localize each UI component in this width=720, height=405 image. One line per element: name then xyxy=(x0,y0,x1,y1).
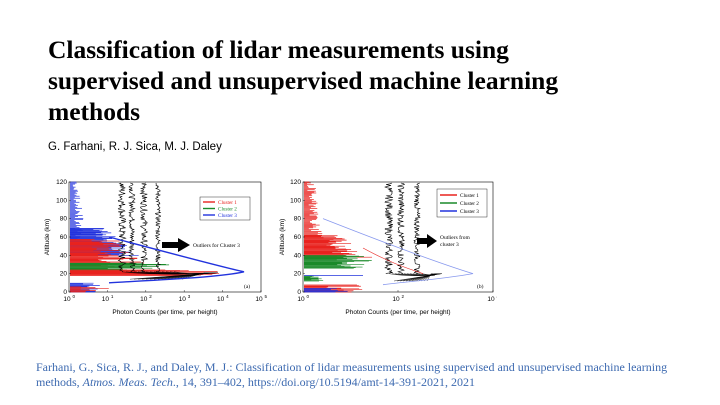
figure-b-ylabel: Altitude (km) xyxy=(279,219,286,255)
y-tick-label: 120 xyxy=(56,179,67,186)
figure-a-svg: Outliers for Cluster 3 Cluster 1 Cluster… xyxy=(44,179,268,316)
figure-a-xlabel: Photon Counts (per time, per height) xyxy=(112,309,217,316)
x-tick-exponent: 0 xyxy=(73,294,76,299)
figure-a-annotation: Outliers for Cluster 3 xyxy=(193,242,240,249)
y-tick-label: 20 xyxy=(60,271,68,278)
legend-cluster-2: Cluster 2 xyxy=(218,207,237,213)
x-tick-label: 10 xyxy=(392,296,400,303)
x-tick-exponent: 2 xyxy=(402,294,405,299)
y-tick-label: 80 xyxy=(60,216,68,223)
figure-b-legend: Cluster 1 Cluster 2 Cluster 3 xyxy=(436,188,488,218)
citation: Farhani, G., Sica, R. J., and Daley, M. … xyxy=(36,360,696,390)
y-tick-label: 20 xyxy=(294,271,302,278)
figure-a-panel-label: (a) xyxy=(244,283,250,290)
author-list: G. Farhani, R. J. Sica, M. J. Daley xyxy=(48,141,222,153)
x-tick-exponent: 3 xyxy=(188,294,191,299)
y-tick-label: 100 xyxy=(290,197,301,204)
figure-b-annotation-line1: Outliers from xyxy=(440,234,471,241)
citation-journal: Atmos. Meas. Tech xyxy=(82,375,173,389)
arrow-icon xyxy=(417,234,437,248)
y-tick-label: 0 xyxy=(63,289,67,296)
x-tick-label: 10 xyxy=(255,296,263,303)
y-tick-label: 40 xyxy=(294,252,302,259)
figure-b-svg: Outliers from cluster 3 Cluster 1 Cluste… xyxy=(279,179,498,316)
y-tick-label: 120 xyxy=(290,179,301,186)
x-tick-exponent: 4 xyxy=(226,294,229,299)
figure-a-ylabel: Altitude (km) xyxy=(44,219,51,255)
legend-cluster-3: Cluster 3 xyxy=(218,213,237,219)
slide-title: Classification of lidar measurements usi… xyxy=(48,35,559,126)
legend-cluster-1: Cluster 1 xyxy=(460,193,479,199)
x-tick-exponent: 1 xyxy=(111,294,114,299)
x-tick-exponent: 5 xyxy=(265,294,268,299)
x-tick-label: 10 xyxy=(297,296,305,303)
x-tick-label: 10 xyxy=(179,296,187,303)
x-tick-exponent: 0 xyxy=(307,294,310,299)
legend-cluster-1: Cluster 1 xyxy=(218,200,237,206)
citation-details: ., 14, 391–402, https://doi.org/10.5194/… xyxy=(172,375,475,389)
legend-cluster-2: Cluster 2 xyxy=(460,201,479,207)
y-tick-label: 40 xyxy=(60,252,68,259)
figure-b-xlabel: Photon Counts (per time, per height) xyxy=(345,309,450,316)
y-tick-label: 60 xyxy=(60,234,68,241)
figure-b-panel-label: (b) xyxy=(477,283,484,290)
figure-a-legend: Cluster 1 Cluster 2 Cluster 3 xyxy=(199,196,251,221)
x-tick-label: 10 xyxy=(487,296,495,303)
legend-cluster-3: Cluster 3 xyxy=(460,209,479,215)
x-tick-exponent: 4 xyxy=(497,294,498,299)
y-tick-label: 0 xyxy=(297,289,301,296)
figure-panel-a: Outliers for Cluster 3 Cluster 1 Cluster… xyxy=(40,176,270,318)
citation-text: Farhani, G., Sica, R. J., and Daley, M. … xyxy=(36,360,668,389)
figure-panel-b: Outliers from cluster 3 Cluster 1 Cluste… xyxy=(277,176,497,318)
x-tick-exponent: 2 xyxy=(149,294,152,299)
x-tick-label: 10 xyxy=(140,296,148,303)
arrow-icon xyxy=(162,238,190,252)
y-tick-label: 80 xyxy=(294,216,302,223)
x-tick-label: 10 xyxy=(63,296,71,303)
y-tick-label: 100 xyxy=(56,197,67,204)
x-tick-label: 10 xyxy=(217,296,225,303)
y-tick-label: 60 xyxy=(294,234,302,241)
x-tick-label: 10 xyxy=(102,296,110,303)
figure-b-annotation-line2: cluster 3 xyxy=(440,242,459,248)
